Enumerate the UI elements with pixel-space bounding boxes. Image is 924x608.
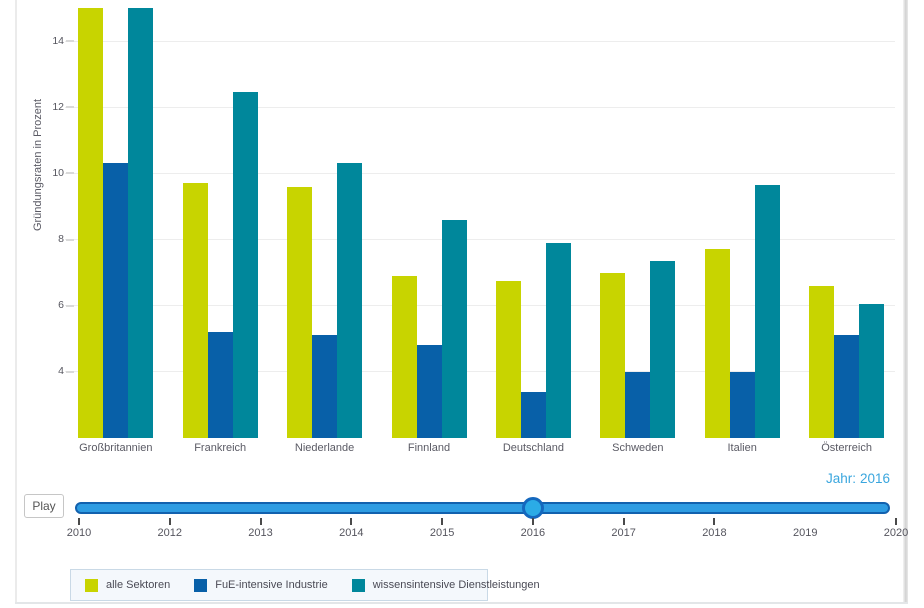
- slider-tick-2010: [78, 518, 80, 525]
- legend-label: FuE-intensive Industrie: [215, 579, 328, 591]
- category-label-Frankreich: Frankreich: [194, 442, 247, 454]
- legend-label: wissensintensive Dienstleistungen: [372, 579, 540, 591]
- y-tick-mark-8: [66, 238, 74, 241]
- slider-tick-label-2018: 2018: [702, 527, 727, 539]
- bar-Frankreich-wissensintensive Dienstleistungen: [232, 92, 258, 438]
- slider-tick-label-2010: 2010: [66, 527, 92, 539]
- slider-tick-label-2017: 2017: [611, 527, 636, 539]
- gridline-14: [65, 40, 895, 42]
- bar-Niederlande-FuE-intensive Industrie: [312, 335, 338, 438]
- y-tick-mark-14: [66, 40, 74, 43]
- plot-area: [65, 0, 895, 438]
- category-label-Deutschland: Deutschland: [502, 442, 564, 454]
- year-slider-handle[interactable]: [521, 497, 544, 519]
- gridline-8: [65, 239, 895, 241]
- bar-Österreich-alle Sektoren: [809, 285, 835, 438]
- bar-Schweden-alle Sektoren: [600, 272, 626, 438]
- gridline-6: [65, 305, 895, 307]
- slider-tick-2016: [531, 518, 534, 525]
- slider-tick-label-2019: 2019: [792, 527, 818, 539]
- slider-tick-label-2012: 2012: [157, 527, 182, 539]
- bar-Niederlande-alle Sektoren: [287, 186, 313, 438]
- gridline-12: [65, 106, 895, 108]
- bar-Italien-alle Sektoren: [704, 249, 730, 438]
- slider-tick-label-2013: 2013: [248, 527, 273, 539]
- legend-item-alle-sektoren[interactable]: alle Sektoren: [85, 578, 171, 592]
- bar-Schweden-FuE-intensive Industrie: [625, 371, 651, 438]
- bar-Großbritannien-wissensintensive Dienstleistungen: [128, 8, 154, 438]
- slider-tick-2012: [168, 518, 171, 525]
- slider-tick-2013: [259, 518, 262, 525]
- slider-tick-2014: [350, 518, 353, 525]
- slider-tick-label-2014: 2014: [339, 527, 364, 539]
- bar-Finnland-FuE-intensive Industrie: [416, 345, 442, 438]
- bar-Deutschland-alle Sektoren: [495, 280, 521, 438]
- y-tick-mark-6: [66, 304, 74, 307]
- bar-Schweden-wissensintensive Dienstleistungen: [650, 261, 676, 438]
- legend: alle Sektoren FuE-intensive Industrie wi…: [70, 569, 540, 601]
- legend-item-wissensintensive-dienstleistungen[interactable]: wissensintensive Dienstleistungen: [351, 578, 540, 592]
- slider-tick-label-2015: 2015: [429, 527, 455, 539]
- bar-Frankreich-FuE-intensive Industrie: [207, 332, 233, 438]
- year-slider-track[interactable]: [75, 502, 890, 514]
- y-tick-mark-10: [66, 172, 74, 175]
- legend-swatch-alle-sektoren: [85, 578, 98, 592]
- year-indicator: Jahr: 2016: [826, 471, 890, 486]
- play-button[interactable]: Play: [24, 494, 64, 518]
- legend-swatch-wissensintensive-dienstleistungen: [351, 578, 365, 592]
- bar-Österreich-wissensintensive Dienstleistungen: [859, 304, 885, 438]
- y-tick-label-8: 8: [58, 233, 64, 246]
- category-label-Österreich: Österreich: [821, 442, 872, 454]
- bar-Frankreich-alle Sektoren: [182, 183, 208, 438]
- legend-label: alle Sektoren: [106, 579, 171, 591]
- legend-swatch-fue-intensive-industrie: [194, 578, 208, 592]
- year-indicator-prefix: Jahr:: [825, 471, 856, 486]
- slider-tick-label-2016: 2016: [520, 527, 546, 539]
- slider-tick-label-2020: 2020: [883, 527, 909, 539]
- bar-Großbritannien-FuE-intensive Industrie: [103, 163, 129, 438]
- category-label-Großbritannien: Großbritannien: [79, 442, 153, 454]
- category-label-Schweden: Schweden: [612, 442, 664, 454]
- panel-right-border: [903, 0, 908, 604]
- slider-tick-2017: [622, 518, 625, 525]
- gridline-10: [65, 172, 895, 174]
- y-axis-title: Gründungsraten in Prozent: [32, 98, 44, 232]
- bar-Italien-FuE-intensive Industrie: [729, 371, 755, 438]
- slider-tick-2020: [895, 518, 897, 525]
- panel-left-border: [15, 0, 17, 602]
- y-tick-label-12: 12: [52, 100, 64, 113]
- bar-Finnland-alle Sektoren: [391, 275, 417, 438]
- legend-item-fue-intensive-industrie[interactable]: FuE-intensive Industrie: [194, 578, 328, 592]
- y-tick-label-6: 6: [58, 299, 64, 312]
- bar-Deutschland-wissensintensive Dienstleistungen: [545, 242, 571, 438]
- bar-Italien-wissensintensive Dienstleistungen: [754, 184, 780, 438]
- y-tick-mark-4: [66, 370, 74, 373]
- bar-Großbritannien-alle Sektoren: [78, 8, 104, 438]
- y-tick-label-14: 14: [52, 34, 64, 47]
- bar-Österreich-FuE-intensive Industrie: [834, 335, 860, 438]
- panel-bottom-rule: [15, 602, 908, 604]
- category-label-Italien: Italien: [727, 442, 757, 454]
- slider-tick-2018: [713, 518, 716, 525]
- category-label-Niederlande: Niederlande: [294, 442, 355, 454]
- slider-tick-2015: [441, 518, 444, 525]
- bar-Niederlande-wissensintensive Dienstleistungen: [337, 163, 363, 438]
- year-indicator-value: 2016: [859, 471, 890, 486]
- y-tick-label-4: 4: [58, 365, 64, 378]
- category-label-Finnland: Finnland: [407, 442, 451, 454]
- y-tick-label-10: 10: [52, 166, 64, 179]
- bar-Finnland-wissensintensive Dienstleistungen: [441, 219, 467, 438]
- bar-Deutschland-FuE-intensive Industrie: [520, 391, 546, 438]
- y-tick-mark-12: [66, 106, 74, 109]
- gridline-4: [65, 371, 895, 373]
